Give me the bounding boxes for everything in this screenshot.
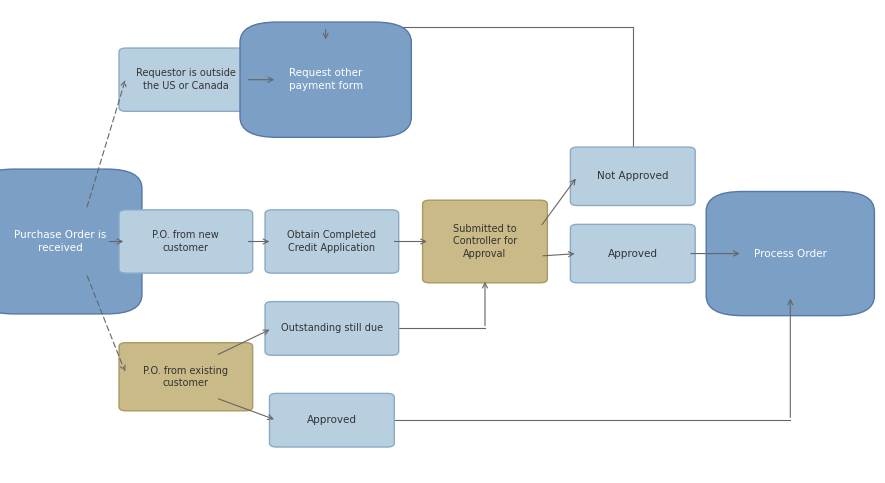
FancyBboxPatch shape	[270, 393, 395, 447]
FancyBboxPatch shape	[570, 147, 696, 206]
Text: Submitted to
Controller for
Approval: Submitted to Controller for Approval	[453, 224, 517, 259]
Text: Requestor is outside
the US or Canada: Requestor is outside the US or Canada	[136, 69, 235, 91]
FancyBboxPatch shape	[0, 169, 142, 314]
Text: Process Order: Process Order	[754, 249, 827, 258]
Text: Outstanding still due: Outstanding still due	[281, 324, 383, 333]
FancyBboxPatch shape	[119, 48, 253, 111]
Text: P.O. from new
customer: P.O. from new customer	[152, 230, 219, 253]
FancyBboxPatch shape	[570, 224, 696, 283]
Text: Not Approved: Not Approved	[597, 171, 668, 181]
FancyBboxPatch shape	[266, 210, 398, 273]
Text: Obtain Completed
Credit Application: Obtain Completed Credit Application	[288, 230, 376, 253]
Text: Approved: Approved	[307, 415, 357, 425]
FancyBboxPatch shape	[119, 343, 253, 411]
FancyBboxPatch shape	[423, 200, 547, 283]
FancyBboxPatch shape	[706, 191, 874, 316]
Text: Request other
payment form: Request other payment form	[289, 69, 363, 91]
Text: Purchase Order is
received: Purchase Order is received	[14, 230, 106, 253]
FancyBboxPatch shape	[240, 22, 412, 137]
FancyBboxPatch shape	[119, 210, 253, 273]
Text: Approved: Approved	[608, 249, 658, 258]
Text: P.O. from existing
customer: P.O. from existing customer	[143, 366, 228, 388]
FancyBboxPatch shape	[266, 301, 398, 355]
